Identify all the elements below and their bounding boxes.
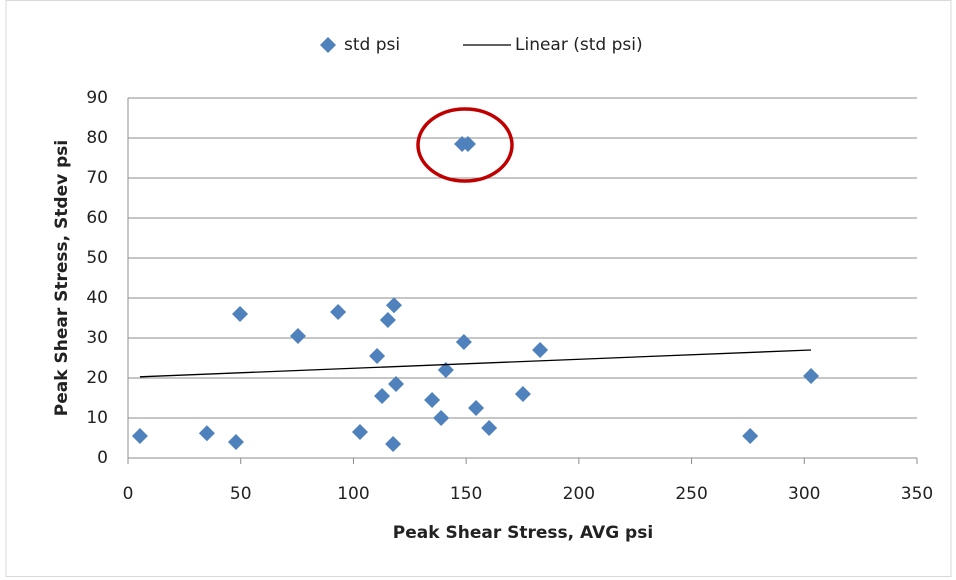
data-point: [374, 388, 391, 404]
plot-area: 0 10 20 30 40 50 60 70 80 90 0 50 100 150 200 250 300 350: [86, 88, 933, 504]
y-tick-label: 20: [86, 368, 108, 388]
chart-border: [5, 0, 952, 577]
data-point: [131, 428, 148, 444]
y-axis-title: Peak Shear Stress, Stdev psi: [52, 140, 72, 416]
legend-marker: [320, 37, 336, 53]
data-point: [532, 342, 549, 358]
legend-label: std psi: [344, 35, 400, 55]
highlight-circle: [416, 107, 514, 183]
legend-item: Linear (std psi): [463, 35, 643, 55]
data-point: [742, 428, 759, 444]
y-tick-label: 40: [86, 288, 108, 308]
y-tick-label: 0: [97, 448, 108, 468]
data-point: [232, 306, 249, 322]
x-tick-label: 250: [675, 484, 707, 504]
x-axis-title: Peak Shear Stress, AVG psi: [393, 523, 653, 543]
data-point: [386, 297, 403, 314]
y-tick-label: 30: [86, 328, 108, 348]
data-point: [198, 425, 215, 442]
data-point: [330, 304, 347, 320]
x-tick-label: 350: [901, 484, 933, 504]
data-point: [468, 400, 485, 416]
data-point: [351, 424, 368, 440]
y-tick-label: 10: [86, 408, 108, 428]
trendline: [139, 349, 812, 378]
x-tick-label: 200: [563, 484, 595, 504]
data-point: [379, 312, 396, 328]
legend-item: std psi: [320, 35, 400, 55]
data-point: [369, 348, 386, 364]
data-point: [459, 136, 476, 152]
y-tick-label: 50: [86, 248, 108, 268]
data-point: [289, 328, 306, 344]
data-point: [514, 386, 531, 402]
data-point: [388, 376, 405, 392]
data-point: [437, 362, 454, 378]
x-tick-label: 50: [230, 484, 252, 504]
data-point: [481, 420, 498, 436]
data-point: [433, 410, 450, 426]
data-point: [385, 436, 402, 452]
y-tick-label: 90: [86, 88, 108, 108]
x-tick-label: 300: [788, 484, 820, 504]
y-tick-label: 60: [86, 208, 108, 228]
x-tick-label: 0: [123, 484, 134, 504]
data-point: [803, 368, 820, 384]
y-tick-label: 70: [86, 168, 108, 188]
data-point: [424, 392, 441, 408]
data-point: [227, 434, 244, 450]
y-tick-label: 80: [86, 128, 108, 148]
legend-label: Linear (std psi): [515, 35, 643, 55]
x-tick-label: 150: [450, 484, 482, 504]
x-tick-label: 100: [337, 484, 369, 504]
data-point: [455, 334, 472, 350]
